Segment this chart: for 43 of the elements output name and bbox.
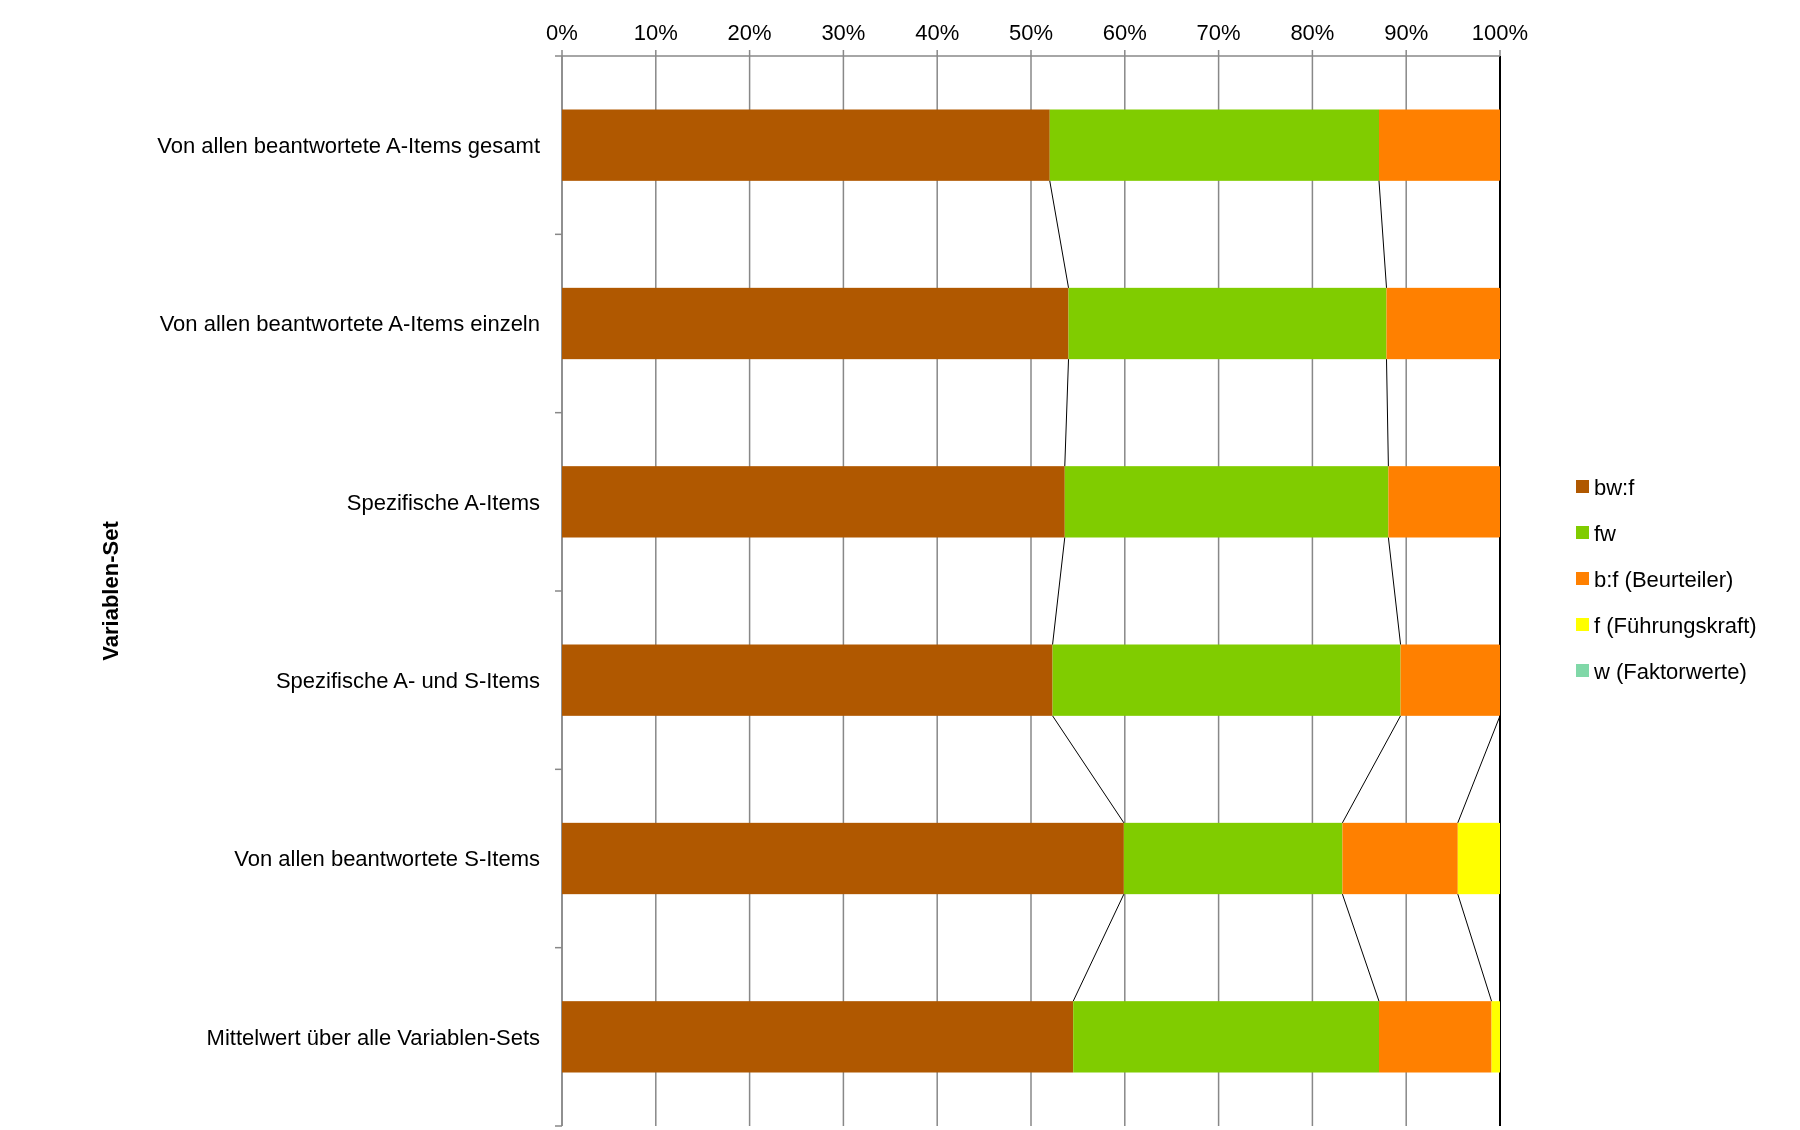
bar [1052,644,1401,716]
bar [1386,287,1500,360]
x-tick-label: 0% [546,20,578,45]
y-tick-label: Mittelwert über alle Variablen-Sets [206,1024,540,1050]
bar [1073,1001,1379,1073]
bar [1491,1001,1500,1073]
y-tick-label: Spezifische A-Items [346,489,540,515]
bar [562,822,1124,895]
x-tick-label: 80% [1290,20,1335,45]
y-tick-label: Von allen beantwortete S-Items [234,846,540,872]
legend-label: fw [1594,520,1617,546]
x-tick-label: 50% [1008,20,1054,45]
x-tick-label: 70% [1196,20,1241,45]
legend-label: w (Faktorwerte) [1593,658,1747,684]
x-tick-label: 30% [821,20,866,45]
bar [1342,822,1458,895]
y-tick-label: Spezifische A- und S-Items [275,667,540,693]
bar [562,466,1065,538]
bar [1064,466,1389,538]
bar [1388,466,1500,538]
bar [1457,822,1500,895]
legend-label: f (Führungskraft) [1594,612,1757,638]
bar [1379,109,1500,181]
legend-label: b:f (Beurteiler) [1594,566,1734,592]
bar [562,1001,1074,1073]
bar [562,287,1069,360]
x-tick-label: 90% [1384,20,1429,45]
bar [1400,644,1500,716]
y-axis-title: Variablen-Set [98,520,123,661]
x-tick-label: 10% [633,20,678,45]
x-tick-label: 20% [727,20,772,45]
legend-label: bw:f [1594,474,1636,500]
x-tick-label: 100% [1471,20,1529,45]
y-tick-label: Von allen beantwortete A-Items einzeln [159,311,540,337]
bar [1123,822,1343,895]
bar [1379,1001,1492,1073]
x-tick-label: 40% [915,20,960,45]
x-tick-label: 60% [1102,20,1147,45]
bar [562,109,1050,181]
bar [562,644,1053,716]
bar [1049,109,1379,181]
bar [1068,287,1387,360]
y-tick-label: Von allen beantwortete A-Items gesamt [157,132,540,158]
